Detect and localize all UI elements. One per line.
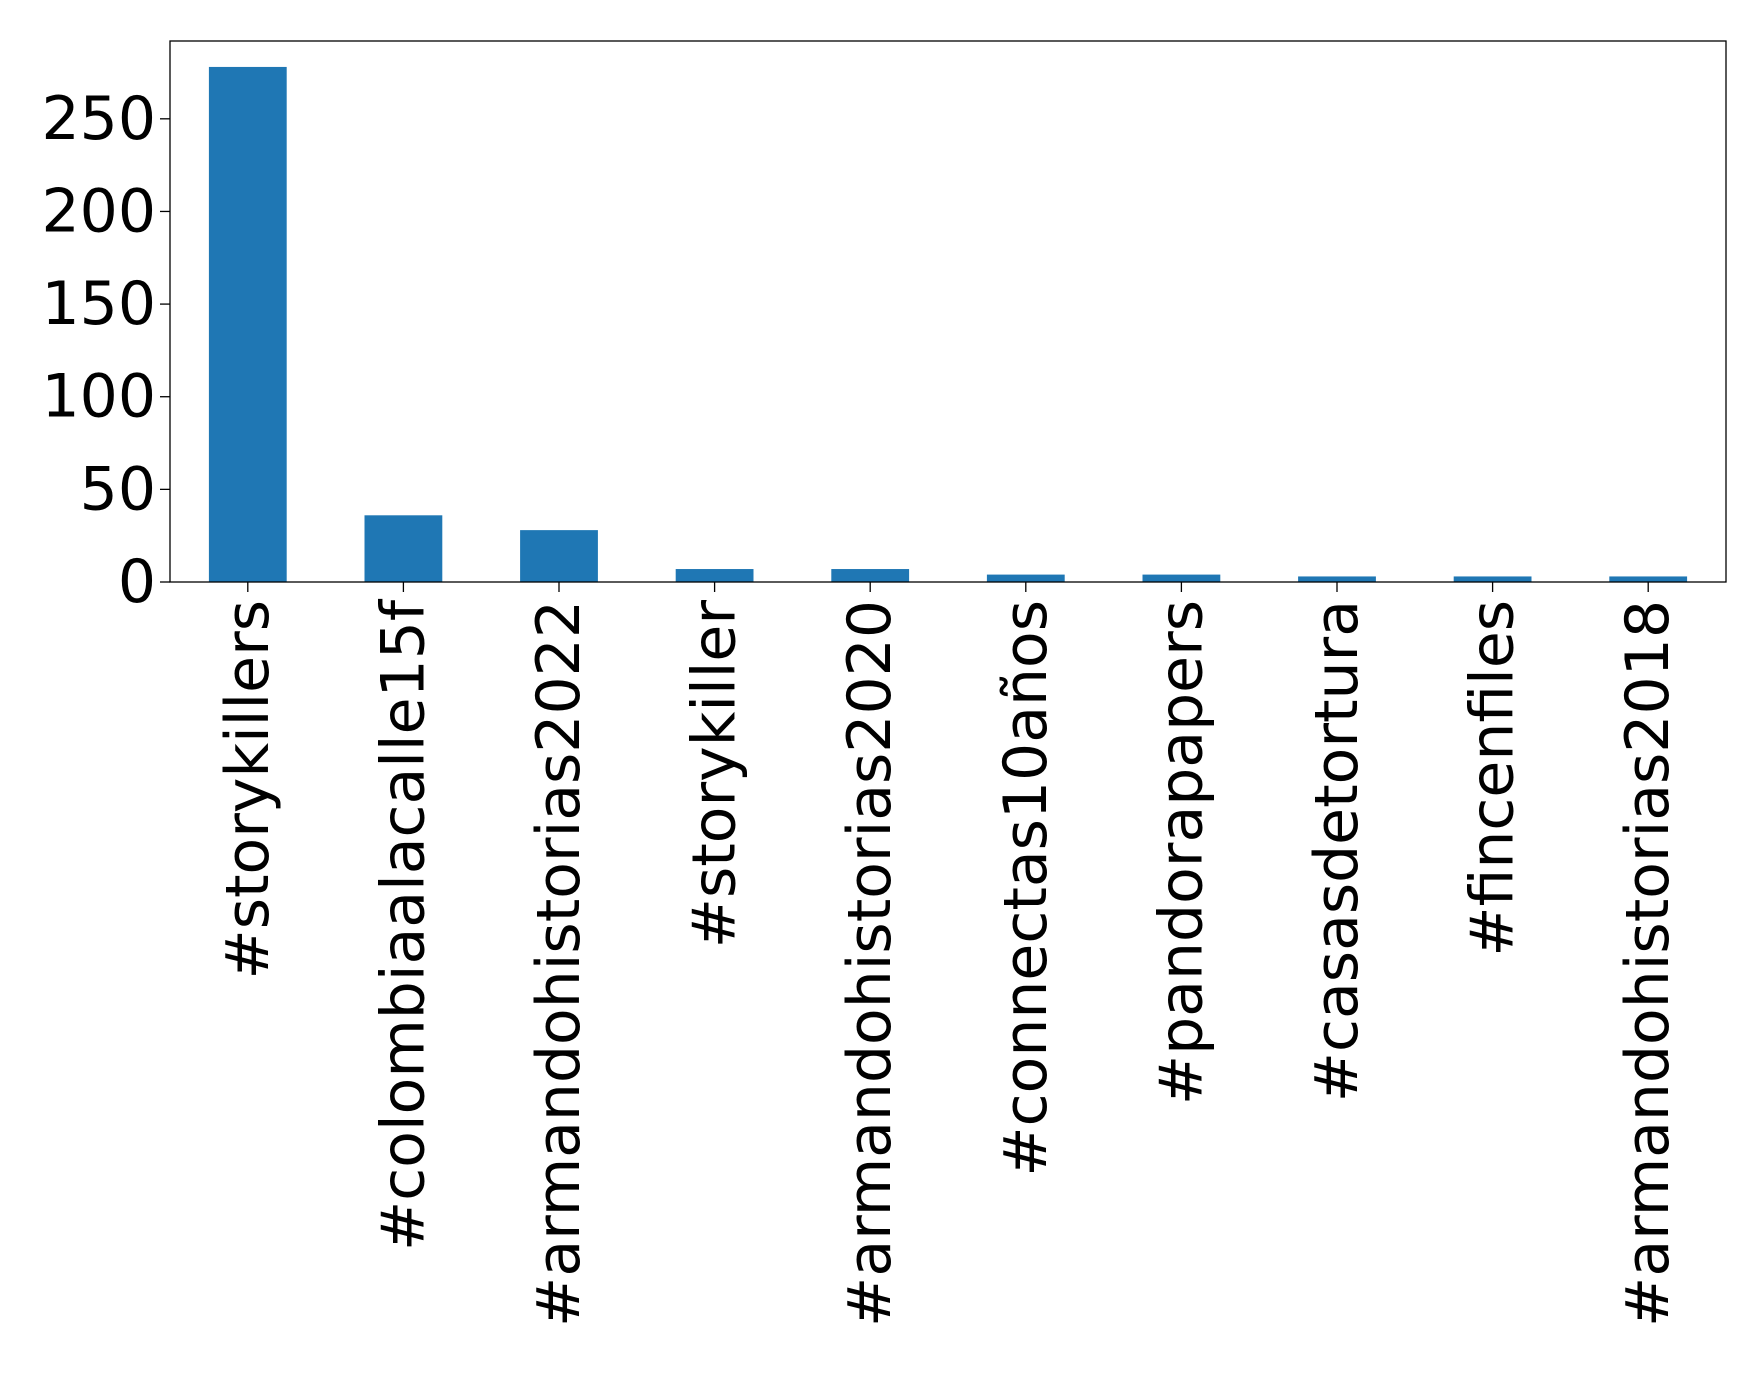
bar-1 xyxy=(364,515,443,582)
y-tick-label: 200 xyxy=(41,176,156,246)
x-tick-label: #storykillers xyxy=(213,600,283,980)
x-tick-label: #connectas10años xyxy=(991,600,1061,1177)
bar-7 xyxy=(1298,576,1376,582)
bar-0 xyxy=(208,66,287,582)
x-tick-label: #colombiaalacalle15f xyxy=(368,598,438,1251)
x-tick-label: #casasdetortura xyxy=(1302,600,1372,1102)
bar-2 xyxy=(520,530,598,582)
bar-8 xyxy=(1453,576,1532,582)
y-axis: 0 50 100 150 200 250 xyxy=(41,84,170,617)
y-tick-label: 250 xyxy=(41,84,156,154)
bar-6 xyxy=(1142,574,1221,582)
x-tick-label: #armandohistorias2020 xyxy=(835,600,905,1327)
bar-5 xyxy=(986,574,1065,582)
x-tick-label: #storykiller xyxy=(680,600,750,949)
y-tick-label: 150 xyxy=(41,269,156,339)
bar-4 xyxy=(831,569,910,582)
bar-3 xyxy=(675,569,754,582)
y-tick-label: 50 xyxy=(80,454,156,524)
bars-group xyxy=(208,66,1688,582)
plot-area-frame xyxy=(169,40,1727,583)
bar-9 xyxy=(1609,576,1688,582)
x-axis: #storykillers #colombiaalacalle15f #armand… xyxy=(213,582,1683,1327)
y-tick-label: 0 xyxy=(118,547,156,617)
x-tick-label: #fincenfiles xyxy=(1458,600,1528,957)
x-tick-label: #pandorapapers xyxy=(1146,600,1216,1105)
x-tick-label: #armandohistorias2022 xyxy=(524,600,594,1327)
y-tick-label: 100 xyxy=(41,362,156,432)
x-tick-label: #armandohistorias2018 xyxy=(1613,600,1683,1327)
